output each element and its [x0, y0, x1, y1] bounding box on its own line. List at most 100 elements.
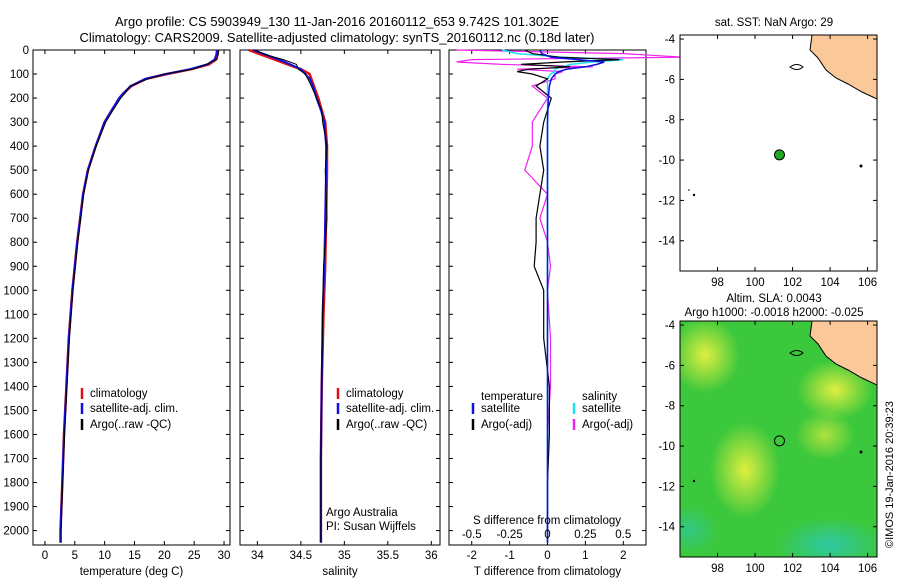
salinity-xtick-label: 34.5 [290, 550, 312, 562]
sst-island-west2 [688, 189, 690, 191]
depth-tick-label: 1200 [3, 333, 29, 345]
temperature-xtick-label: 30 [218, 550, 231, 562]
differences-xtick-label: -1 [504, 550, 514, 562]
temperature-panel: 0100200300400500600700800900100011001200… [3, 45, 231, 578]
difference-panel: -2 -1 0 1 2T difference from climatology-0.5… [448, 49, 684, 578]
sal-legend-label: climatology [346, 388, 404, 400]
salinity-xtick-label: 34 [251, 550, 264, 562]
sst-lon-label: 98 [711, 277, 724, 289]
sdiff-tick-label: -0.5 [462, 529, 482, 541]
salinity-xtick-label: 35 [338, 550, 351, 562]
depth-tick-label: 200 [10, 93, 29, 105]
depth-tick-label: 1500 [3, 405, 29, 417]
sla-lon-label: 100 [745, 563, 764, 575]
temperature-frame [32, 49, 231, 546]
sla-map-frame [679, 320, 878, 558]
depth-tick-label: 1900 [3, 502, 29, 514]
sla-lon-label: 102 [783, 563, 802, 575]
depth-tick-label: 300 [10, 117, 29, 129]
depth-tick-label: 1100 [4, 309, 29, 321]
sla-heatmap [680, 321, 877, 557]
sla-title-line2: Argo h1000: -0.0018 h2000: -0.025 [684, 307, 863, 319]
sal-legend-label: Argo(..raw -QC) [346, 419, 427, 431]
sla-lat-label: -6 [665, 360, 675, 372]
diff-legend-label: Argo(-adj) [582, 419, 633, 431]
depth-tick-label: 500 [10, 165, 29, 177]
salinity-xlabel: salinity [322, 566, 357, 578]
sst-lat-label: -6 [665, 74, 675, 86]
sla-argo-position-marker [773, 435, 785, 447]
figure-title-line2: Climatology: CARS2009. Satellite-adjuste… [80, 30, 595, 45]
diff-legend-sal-title: salinity [582, 391, 617, 403]
temperature-xtick-label: 20 [158, 550, 171, 562]
sst-lon-label: 104 [821, 277, 841, 289]
sal-argo-line [254, 49, 328, 543]
differences-xtick-label: 2 [620, 550, 626, 562]
sst-lat-label: -8 [665, 115, 675, 127]
sst-lon-label: 100 [745, 277, 764, 289]
annotation-pi: PI: Susan Wijffels [326, 521, 416, 533]
differences-xtick-label: -2 [467, 550, 477, 562]
temperature-xlabel: temperature (deg C) [80, 566, 184, 578]
depth-tick-label: 700 [10, 213, 29, 225]
sdiff-tick-label: 0 [544, 529, 550, 541]
sla-lon-label: 104 [821, 563, 841, 575]
sst-lat-label: -10 [658, 155, 675, 167]
sla-map-panel: Altim. SLA: 0.0043 Argo h1000: -0.0018 h… [658, 293, 878, 575]
sst-lat-label: -14 [658, 236, 675, 248]
depth-tick-label: 900 [10, 261, 29, 273]
temp-legend-label: climatology [90, 388, 148, 400]
sst-coastline [809, 34, 878, 100]
sla-title-line1: Altim. SLA: 0.0043 [726, 293, 821, 305]
sst-title: sat. SST: NaN Argo: 29 [715, 17, 833, 29]
salinity-xtick-label: 35.5 [377, 550, 399, 562]
sst-island [789, 64, 804, 70]
sal-legend-label: satellite-adj. clim. [346, 403, 434, 415]
sla-lat-label: -8 [665, 401, 675, 413]
temperature-xtick-label: 0 [42, 550, 48, 562]
differences-xtick-label: 1 [582, 550, 588, 562]
sdiff-tick-label: 0.25 [574, 529, 596, 541]
sst-argo-position-marker [773, 149, 785, 161]
temperature-xtick-label: 5 [72, 550, 78, 562]
sla-lat-label: -12 [658, 481, 675, 493]
temp-satellite-diff-line [539, 49, 605, 543]
depth-tick-label: 1300 [3, 357, 29, 369]
sla-lon-label: 106 [858, 563, 877, 575]
temp-argo-line [60, 49, 220, 543]
depth-tick-label: 0 [23, 45, 29, 57]
sst-lat-label: -4 [665, 34, 676, 46]
temperature-xtick-label: 25 [188, 550, 201, 562]
sdiff-tick-label: 0.5 [615, 529, 631, 541]
depth-tick-label: 1600 [3, 429, 29, 441]
sla-coastline [809, 321, 877, 386]
diff-legend-temp-title: temperature [481, 391, 543, 403]
sst-lon-label: 102 [783, 277, 802, 289]
annotation-argo-australia: Argo Australia [326, 507, 398, 519]
temp-legend-label: Argo(..raw -QC) [90, 419, 171, 431]
salinity-panel: 34 34.5 35 35.5 36 salinity climatology satelli… [239, 48, 441, 578]
depth-tick-label: 1700 [3, 453, 29, 465]
depth-tick-label: 800 [10, 237, 29, 249]
sst-lat-label: -12 [658, 195, 675, 207]
sst-lon-label: 106 [858, 277, 877, 289]
sla-lat-label: -14 [658, 522, 675, 534]
diff-legend-label: Argo(-adj) [481, 419, 532, 431]
sst-map-panel: sat. SST: NaN Argo: 29 98 100 102 104 106 -4 -… [658, 17, 878, 289]
depth-tick-label: 1000 [3, 285, 29, 297]
temp-legend-label: satellite-adj. clim. [90, 403, 178, 415]
sst-island-west [692, 193, 696, 197]
differences-xlabel: T difference from climatology [474, 566, 621, 578]
salinity-xtick-label: 36 [425, 550, 438, 562]
diff-legend-label: satellite [582, 403, 621, 415]
sla-lat-label: -10 [658, 441, 675, 453]
salinity-frame [239, 49, 441, 546]
differences-xtick-label: 0 [544, 550, 550, 562]
depth-tick-label: 600 [10, 189, 29, 201]
sla-lon-label: 98 [711, 563, 724, 575]
figure-title-line1: Argo profile: CS 5903949_130 11-Jan-2016… [115, 14, 559, 29]
sdiff-xlabel: S difference from climatology [473, 515, 621, 527]
depth-tick-label: 400 [10, 141, 29, 153]
depth-tick-label: 1400 [3, 381, 29, 393]
